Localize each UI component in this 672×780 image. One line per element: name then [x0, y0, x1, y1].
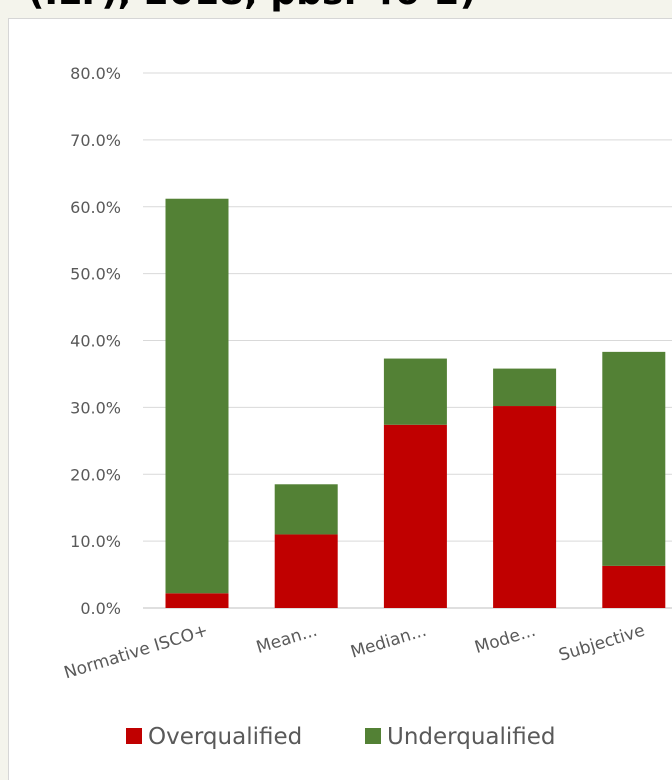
- bar-underqualified: [602, 351, 666, 566]
- stacked-bar-chart: 0.0% 10.0% 20.0% 30.0% 40.0% 50.0% 60.0% 70.0% 8…: [62, 64, 672, 750]
- bar-overqualified: [383, 424, 447, 608]
- y-tick-label: 80.0%: [70, 64, 121, 83]
- bar-underqualified: [165, 198, 229, 594]
- y-tick-label: 70.0%: [70, 131, 121, 150]
- y-tick-label: 30.0%: [70, 398, 121, 417]
- slide-title: (ILY), 2018, pbs. 46-2): [28, 0, 476, 13]
- legend-swatch-overqualified: [126, 728, 142, 744]
- x-tick-label: Normative ISCO+: [62, 621, 211, 684]
- bar-overqualified: [274, 534, 338, 608]
- bar-overqualified: [602, 565, 666, 608]
- legend-label: Underqualified: [387, 724, 556, 750]
- x-tick-label: Subjective: [556, 621, 647, 666]
- chart-panel: 0.0% 10.0% 20.0% 30.0% 40.0% 50.0% 60.0% 70.0% 8…: [8, 18, 672, 780]
- bar-underqualified: [274, 484, 338, 535]
- y-tick-label: 60.0%: [70, 198, 121, 217]
- y-tick-label: 10.0%: [70, 532, 121, 551]
- x-tick-label: Median...: [348, 621, 428, 663]
- y-tick-label: 40.0%: [70, 332, 121, 351]
- bar-underqualified: [383, 358, 447, 425]
- y-tick-label: 20.0%: [70, 465, 121, 484]
- bar-overqualified: [165, 593, 229, 608]
- x-tick-label: Mode...: [472, 621, 538, 658]
- legend-label: Overqualified: [148, 724, 302, 750]
- bar-underqualified: [493, 368, 557, 407]
- bar-overqualified: [493, 406, 557, 608]
- y-tick-label: 0.0%: [80, 599, 121, 618]
- x-tick-label: Mean...: [254, 621, 320, 658]
- legend-swatch-underqualified: [365, 728, 381, 744]
- y-tick-label: 50.0%: [70, 265, 121, 284]
